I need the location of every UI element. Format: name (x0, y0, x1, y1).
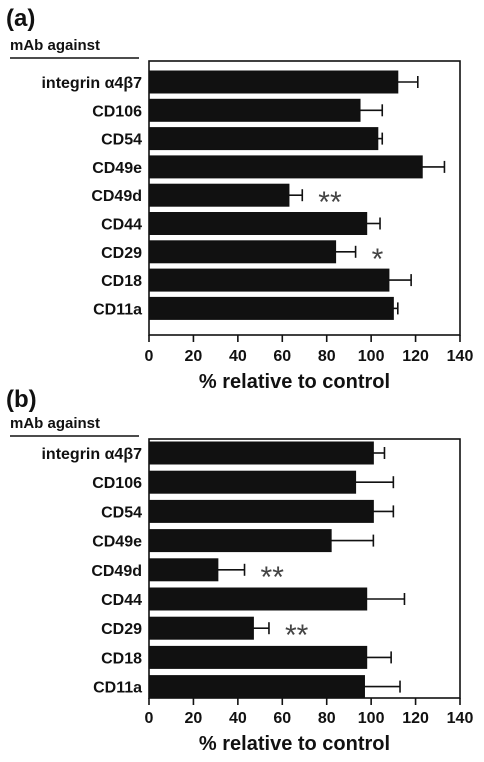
bar (149, 616, 254, 640)
category-label: CD29 (101, 621, 142, 638)
category-label: CD29 (101, 245, 142, 262)
category-label: CD106 (92, 475, 142, 492)
category-header: mAb against (10, 415, 100, 432)
x-axis-title: % relative to control (199, 371, 390, 393)
x-tick-label: 120 (402, 348, 429, 365)
x-tick-label: 20 (185, 710, 203, 727)
significance-marker: * (372, 243, 384, 276)
significance-marker: ** (285, 619, 309, 652)
category-label: integrin α4β7 (41, 446, 142, 463)
x-tick-label: 140 (447, 348, 474, 365)
bar (149, 212, 368, 235)
chart-panel: (b) mAb against integrin α4β7 CD106 CD54 CD49… (6, 386, 473, 755)
x-tick-label: 0 (145, 710, 154, 727)
bar (149, 499, 374, 523)
category-label: CD54 (101, 504, 142, 521)
category-label: CD49d (91, 563, 142, 580)
category-label: CD49e (92, 160, 142, 177)
plot-frame (148, 60, 461, 336)
x-tick-label: 0 (145, 348, 154, 365)
bar (149, 675, 365, 699)
category-label: CD18 (101, 273, 142, 290)
category-label: CD18 (101, 650, 142, 667)
bar (149, 296, 394, 320)
bar (149, 529, 332, 553)
category-label: CD44 (101, 592, 142, 609)
category-label: CD49e (92, 534, 142, 551)
x-axis-title: % relative to control (199, 733, 390, 755)
category-label: CD54 (101, 132, 142, 149)
x-tick-label: 20 (185, 348, 203, 365)
category-label: integrin α4β7 (41, 75, 142, 92)
category-header: mAb against (10, 37, 100, 54)
significance-marker: ** (318, 186, 342, 219)
x-tick-label: 80 (318, 710, 336, 727)
bar (149, 268, 390, 292)
category-label: CD44 (101, 217, 142, 234)
bar (149, 127, 379, 151)
bar (149, 98, 361, 122)
x-tick-label: 40 (229, 710, 247, 727)
x-tick-label: 60 (273, 348, 291, 365)
x-tick-label: 40 (229, 348, 247, 365)
x-tick-label: 100 (358, 710, 385, 727)
panel-label: (b) (6, 386, 37, 413)
bar (149, 183, 290, 207)
bar (149, 587, 368, 611)
significance-marker: ** (261, 561, 285, 594)
x-tick-label: 100 (358, 348, 385, 365)
category-label: CD11a (93, 680, 142, 697)
bar (149, 645, 368, 669)
category-label: CD11a (93, 301, 142, 318)
bar (149, 155, 423, 179)
x-tick-label: 60 (273, 710, 291, 727)
category-label: CD49d (91, 188, 142, 205)
chart-panel: (a) mAb against integrin α4β7 CD106 CD54 CD49… (6, 5, 473, 393)
bar (149, 441, 374, 465)
panel-label: (a) (6, 5, 35, 32)
x-tick-label: 140 (447, 710, 474, 727)
x-tick-label: 80 (318, 348, 336, 365)
bar (149, 558, 219, 582)
x-tick-label: 120 (402, 710, 429, 727)
bar (149, 470, 357, 494)
bar (149, 240, 337, 264)
category-label: CD106 (92, 103, 142, 120)
bar (149, 70, 399, 94)
